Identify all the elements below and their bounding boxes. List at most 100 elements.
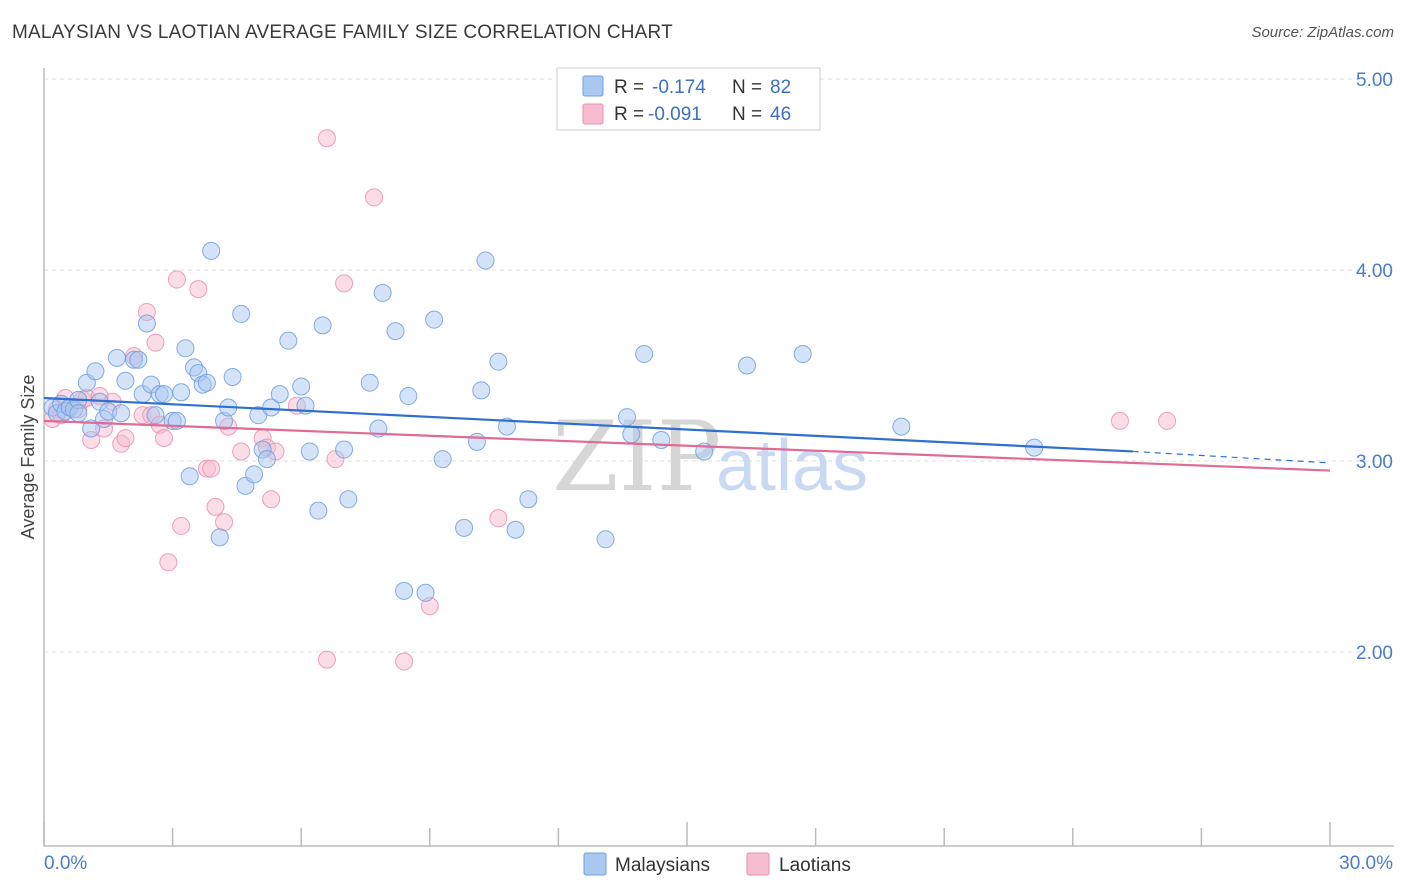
malaysian-point-68 <box>489 352 508 371</box>
laotian-trend-line <box>43 419 1331 472</box>
laotian-points <box>43 129 1177 671</box>
malaysian-point-70 <box>506 520 525 539</box>
malaysian-point-34 <box>202 241 221 260</box>
trend-lines <box>43 396 1331 472</box>
chart-title: MALAYSIAN VS LAOTIAN AVERAGE FAMILY SIZE… <box>12 22 673 43</box>
laotian-r-value: -0.091 <box>648 104 702 125</box>
malaysian-point-64 <box>455 518 474 537</box>
malaysian-point-39 <box>232 304 251 323</box>
malaysian-point-50 <box>300 442 319 461</box>
x-tick-label-min: 0.0% <box>44 853 87 874</box>
malaysian-point-22 <box>146 406 165 425</box>
stats-legend: R = -0.174 N = 82 R = -0.091 N = 46 <box>556 67 821 131</box>
y-axis-label: Average Family Size <box>18 375 38 540</box>
laotian-point-20 <box>155 429 174 448</box>
malaysian-trend-line <box>43 396 1133 453</box>
malaysian-point-14 <box>107 348 126 367</box>
laotian-point-36 <box>317 129 336 148</box>
x-tick-label-max: 30.0% <box>1339 853 1393 874</box>
malaysian-point-44 <box>257 450 276 469</box>
malaysian-r-value: -0.174 <box>652 77 706 98</box>
malaysian-n-label: N = <box>732 77 762 98</box>
malaysian-point-63 <box>433 450 452 469</box>
malaysian-point-62 <box>425 310 444 329</box>
grid-lines <box>44 78 1394 653</box>
malaysian-point-29 <box>180 467 199 486</box>
axes <box>43 68 1394 847</box>
malaysian-point-35 <box>210 528 229 547</box>
series-legend: Malaysians Laotians <box>583 852 851 876</box>
laotian-point-13 <box>116 429 135 448</box>
malaysian-point-78 <box>738 356 757 375</box>
malaysian-point-54 <box>339 490 358 509</box>
laotian-point-43 <box>489 509 508 528</box>
malaysian-r-label: R = <box>614 77 644 98</box>
malaysian-point-59 <box>395 581 414 600</box>
malaysian-point-57 <box>373 283 392 302</box>
legend-malaysians-swatch <box>583 852 607 876</box>
malaysian-point-41 <box>245 465 264 484</box>
y-tick-label-1: 3.00 <box>1356 452 1393 473</box>
malaysian-point-10 <box>86 362 105 381</box>
laotian-point-26 <box>202 459 221 478</box>
malaysian-point-52 <box>313 316 332 335</box>
laotian-swatch <box>582 103 604 125</box>
malaysian-point-16 <box>116 371 135 390</box>
laotian-point-24 <box>189 280 208 299</box>
malaysian-point-66 <box>472 381 491 400</box>
malaysian-swatch <box>582 75 604 97</box>
malaysian-point-73 <box>617 408 636 427</box>
malaysian-point-18 <box>129 350 148 369</box>
laotian-r-label: R = <box>614 104 644 125</box>
malaysian-point-28 <box>176 339 195 358</box>
laotian-point-40 <box>365 188 384 207</box>
malaysian-point-27 <box>172 383 191 402</box>
malaysian-point-9 <box>82 419 101 438</box>
laotian-point-30 <box>232 442 251 461</box>
malaysian-point-71 <box>519 490 538 509</box>
x-tick-marks <box>43 822 1331 846</box>
laotian-point-18 <box>146 333 165 352</box>
malaysian-point-38 <box>223 367 242 386</box>
laotian-point-41 <box>395 652 414 671</box>
y-tick-label-3: 5.00 <box>1356 70 1393 91</box>
malaysian-point-79 <box>793 345 812 364</box>
malaysian-point-58 <box>386 322 405 341</box>
laotian-point-22 <box>167 270 186 289</box>
y-tick-label-0: 2.00 <box>1356 643 1393 664</box>
laotian-point-44 <box>1110 411 1129 430</box>
malaysian-point-24 <box>155 385 174 404</box>
y-tick-labels: 2.00 3.00 4.00 5.00 <box>1356 70 1393 664</box>
laotian-n-value: 46 <box>770 104 791 125</box>
laotian-point-28 <box>215 513 234 532</box>
legend-laotians-label: Laotians <box>779 855 851 876</box>
laotian-point-39 <box>335 274 354 293</box>
legend-laotians-swatch <box>746 852 770 876</box>
laotian-point-37 <box>317 650 336 669</box>
malaysian-n-value: 82 <box>770 77 791 98</box>
malaysian-point-61 <box>416 583 435 602</box>
malaysian-point-45 <box>262 398 281 417</box>
laotian-n-label: N = <box>732 104 762 125</box>
laotian-point-45 <box>1158 411 1177 430</box>
legend-malaysians-label: Malaysians <box>615 855 710 876</box>
malaysian-point-47 <box>279 331 298 350</box>
malaysian-point-75 <box>635 345 654 364</box>
watermark-zip: ZIP <box>552 401 721 513</box>
malaysian-point-55 <box>360 373 379 392</box>
malaysian-point-60 <box>399 387 418 406</box>
malaysian-point-48 <box>292 377 311 396</box>
malaysian-point-53 <box>335 440 354 459</box>
malaysian-point-20 <box>137 314 156 333</box>
malaysian-point-51 <box>309 501 328 520</box>
malaysian-point-80 <box>892 417 911 436</box>
laotian-point-21 <box>159 553 178 572</box>
source-label: Source: ZipAtlas.com <box>1251 24 1394 41</box>
malaysian-point-69 <box>497 417 516 436</box>
watermark-atlas: atlas <box>716 426 868 506</box>
laotian-point-33 <box>262 490 281 509</box>
malaysian-point-33 <box>197 373 216 392</box>
malaysian-point-67 <box>476 251 495 270</box>
malaysian-point-46 <box>270 385 289 404</box>
